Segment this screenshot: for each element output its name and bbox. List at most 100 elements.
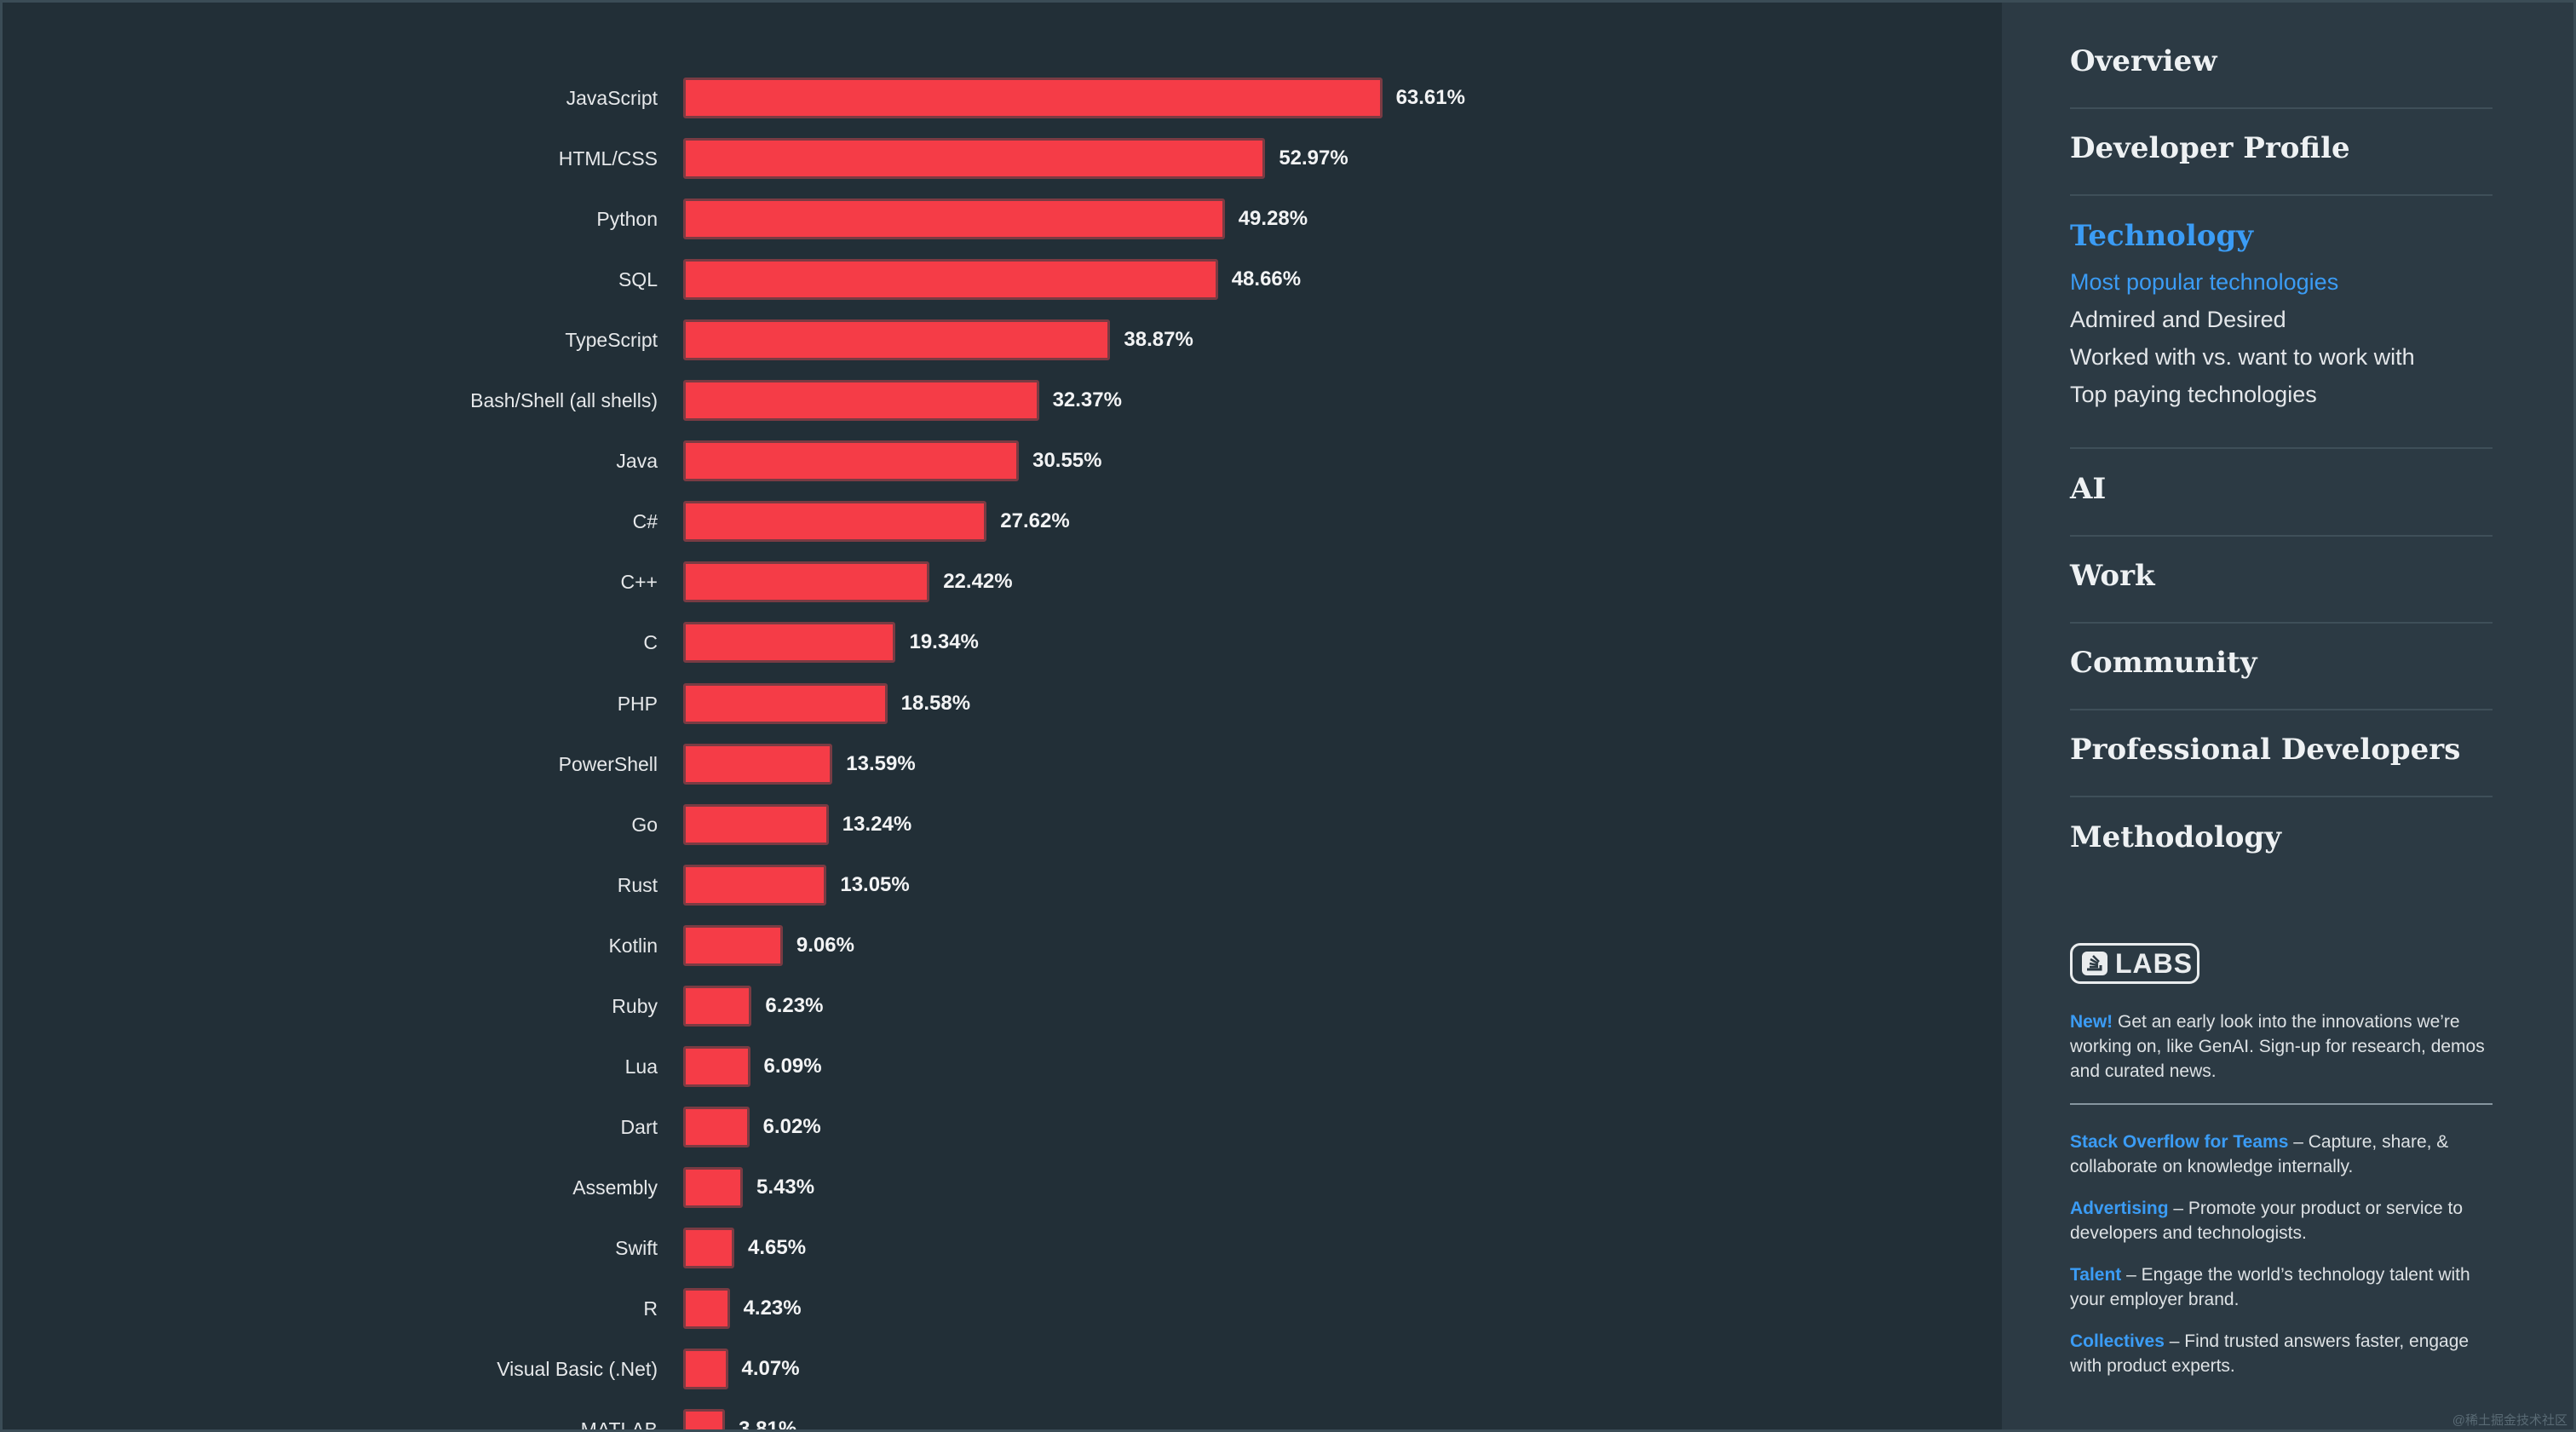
category-label: Go <box>631 813 658 836</box>
bar[interactable] <box>683 138 1266 180</box>
bar[interactable] <box>683 1349 728 1390</box>
sidebar: Overview Developer Profile Technology Mo… <box>2002 0 2576 1432</box>
value-label: 27.62% <box>1000 509 1070 533</box>
nav-overview-label[interactable]: Overview <box>2070 44 2217 78</box>
category-label: Assembly <box>572 1176 658 1199</box>
value-label: 4.07% <box>741 1357 800 1381</box>
labs-new-link[interactable]: New! <box>2070 1012 2113 1032</box>
watermark: @稀土掘金技术社区 <box>2452 1413 2567 1428</box>
promo-talent: Talent – Engage the world’s technology t… <box>2070 1262 2496 1312</box>
bar[interactable] <box>683 985 752 1027</box>
value-label: 3.81% <box>739 1418 797 1432</box>
nav-developer-profile-label[interactable]: Developer Profile <box>2070 131 2350 165</box>
nav-technology[interactable]: Technology Most popular technologies Adm… <box>2070 217 2493 449</box>
category-label: Visual Basic (.Net) <box>497 1358 658 1381</box>
category-label: PowerShell <box>558 752 658 775</box>
value-label: 63.61% <box>1395 86 1465 109</box>
value-label: 13.05% <box>840 872 910 896</box>
value-label: 6.02% <box>762 1114 821 1138</box>
bar[interactable] <box>683 1227 734 1268</box>
subnav-top-paying-technologies[interactable]: Top paying technologies <box>2070 382 2317 407</box>
value-label: 32.37% <box>1052 388 1122 412</box>
value-label: 19.34% <box>909 630 979 654</box>
category-label: MATLAB <box>580 1418 658 1432</box>
category-label: SQL <box>618 268 658 291</box>
promo-collectives-link[interactable]: Collectives <box>2070 1331 2165 1351</box>
category-label: TypeScript <box>565 329 658 352</box>
bar[interactable] <box>683 561 930 603</box>
bar[interactable] <box>683 198 1225 240</box>
category-label: Kotlin <box>608 934 658 957</box>
bar[interactable] <box>683 1409 726 1432</box>
nav-professional-developers[interactable]: Professional Developers <box>2070 731 2493 797</box>
bar[interactable] <box>683 1045 750 1087</box>
subnav-worked-with-vs-want[interactable]: Worked with vs. want to work with <box>2070 344 2415 370</box>
bar-chart: JavaScript 63.61% HTML/CSS 52.97% Python 49.2… <box>470 78 1465 1432</box>
nav-ai-label[interactable]: AI <box>2070 472 2107 506</box>
promo-talent-link[interactable]: Talent <box>2070 1265 2122 1285</box>
subnav-most-popular-technologies[interactable]: Most popular technologies <box>2070 269 2339 295</box>
bar[interactable] <box>683 1106 750 1147</box>
promo-advertising-link[interactable]: Advertising <box>2070 1199 2169 1218</box>
promo-talent-text: – Engage the world’s technology talent w… <box>2070 1265 2470 1309</box>
promo-advertising-text: – Promote your product or service to dev… <box>2070 1199 2464 1243</box>
bar[interactable] <box>683 501 987 543</box>
value-label: 4.65% <box>747 1235 807 1259</box>
bar[interactable] <box>683 622 896 664</box>
bar[interactable] <box>683 1166 744 1208</box>
category-label: Swift <box>615 1236 658 1259</box>
bar[interactable] <box>683 803 829 845</box>
promo-teams: Stack Overflow for Teams – Capture, shar… <box>2070 1130 2496 1179</box>
promo-teams-text: – Capture, share, & collaborate on knowl… <box>2070 1132 2449 1176</box>
value-label: 4.23% <box>743 1297 802 1320</box>
category-label: R <box>643 1297 658 1320</box>
nav-community[interactable]: Community <box>2070 644 2493 710</box>
nav-work-label[interactable]: Work <box>2070 559 2155 593</box>
promo-teams-link[interactable]: Stack Overflow for Teams <box>2070 1132 2289 1152</box>
value-label: 18.58% <box>900 691 971 715</box>
divider <box>2070 1103 2493 1105</box>
nav-methodology[interactable]: Methodology <box>2070 819 2493 883</box>
category-label: Rust <box>617 873 658 896</box>
category-label: Java <box>616 450 658 473</box>
bar[interactable] <box>683 259 1218 301</box>
category-label: PHP <box>617 692 658 715</box>
category-label: Lua <box>624 1055 658 1078</box>
bar[interactable] <box>683 1288 730 1329</box>
category-label: Ruby <box>612 994 658 1017</box>
subnav-admired-and-desired[interactable]: Admired and Desired <box>2070 307 2286 332</box>
labs-text: Get an early look into the innovations w… <box>2070 1012 2485 1081</box>
category-label: JavaScript <box>566 87 658 109</box>
value-label: 52.97% <box>1279 147 1348 170</box>
nav-community-label[interactable]: Community <box>2070 646 2257 680</box>
bar[interactable] <box>683 924 783 966</box>
labs-logo[interactable]: LABS <box>2070 943 2199 984</box>
bar[interactable] <box>683 440 1020 482</box>
bar[interactable] <box>683 78 1383 118</box>
value-label: 49.28% <box>1238 207 1308 231</box>
category-label: Dart <box>620 1115 658 1138</box>
bar[interactable] <box>683 743 833 785</box>
nav-methodology-label[interactable]: Methodology <box>2070 820 2281 854</box>
value-label: 13.24% <box>842 812 912 836</box>
value-label: 48.66% <box>1231 267 1302 291</box>
nav-ai[interactable]: AI <box>2070 470 2493 537</box>
nav-developer-profile[interactable]: Developer Profile <box>2070 129 2493 196</box>
value-label: 22.42% <box>943 570 1013 594</box>
stack-overflow-icon <box>2082 952 2107 975</box>
bar[interactable] <box>683 319 1111 361</box>
nav-overview[interactable]: Overview <box>2070 43 2493 109</box>
promo-collectives: Collectives – Find trusted answers faste… <box>2070 1329 2496 1378</box>
nav-professional-developers-label[interactable]: Professional Developers <box>2070 733 2461 767</box>
value-label: 9.06% <box>796 933 854 957</box>
labs-logo-text: LABS <box>2115 947 2194 979</box>
bar[interactable] <box>683 864 827 906</box>
nav-work[interactable]: Work <box>2070 557 2493 624</box>
nav-technology-label[interactable]: Technology <box>2070 219 2253 253</box>
bar[interactable] <box>683 380 1039 422</box>
value-label: 6.23% <box>765 993 824 1017</box>
value-label: 30.55% <box>1032 449 1102 473</box>
bar[interactable] <box>683 682 888 724</box>
category-label: C++ <box>620 571 658 594</box>
category-label: C <box>643 631 658 654</box>
